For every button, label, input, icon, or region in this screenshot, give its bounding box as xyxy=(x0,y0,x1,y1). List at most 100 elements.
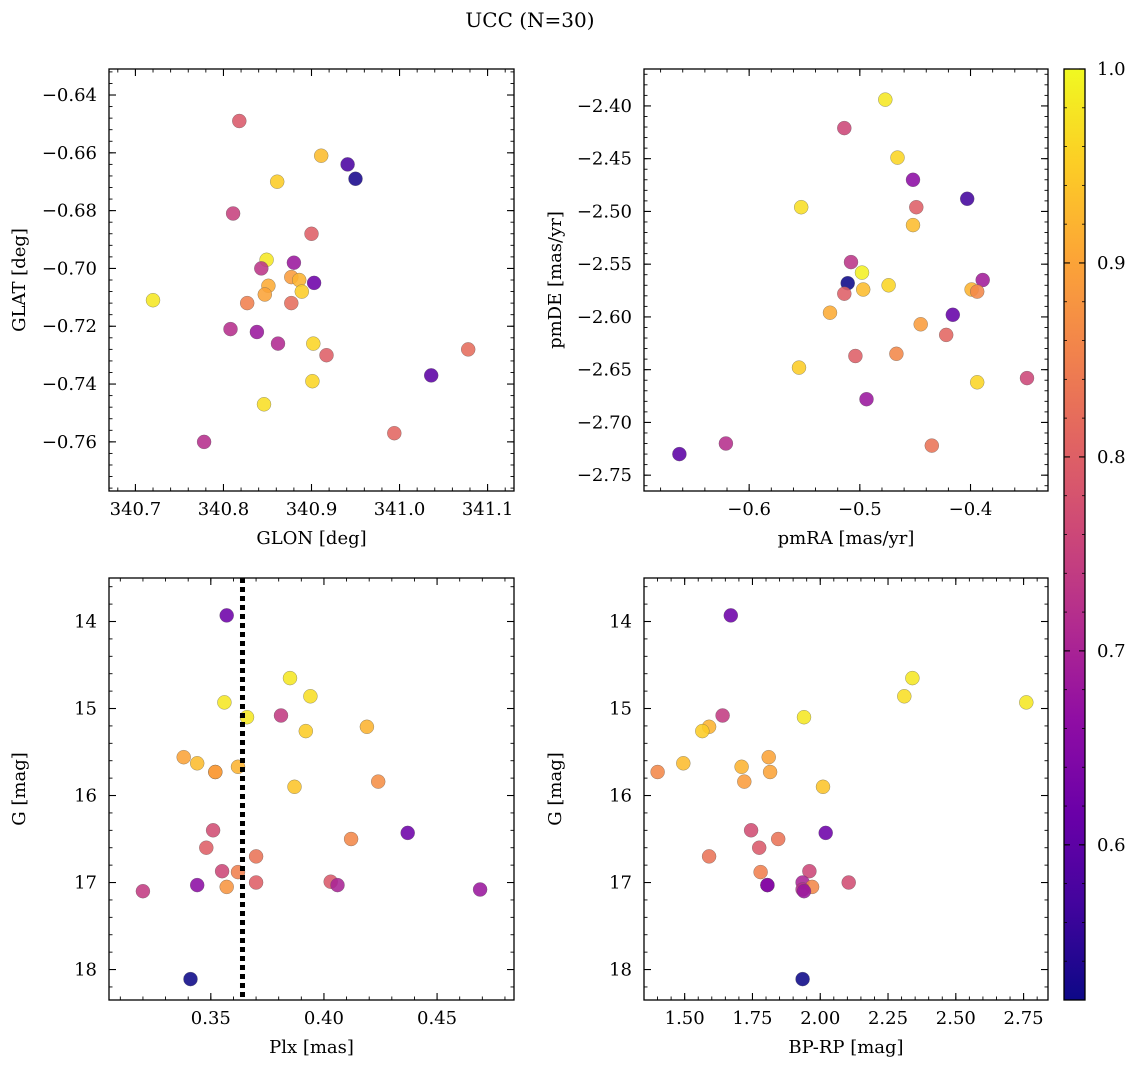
data-point xyxy=(751,840,767,855)
data-point xyxy=(715,708,730,723)
y-tick-label: 14 xyxy=(609,612,632,633)
x-tick-label: 2.00 xyxy=(800,1008,840,1029)
y-tick-label: −0.64 xyxy=(42,85,97,106)
data-point xyxy=(676,756,691,771)
y-tick-label: −0.70 xyxy=(42,258,97,279)
y-tick-label: −2.75 xyxy=(577,465,632,486)
figure-title: UCC (N=30) xyxy=(465,8,594,32)
data-point xyxy=(400,825,415,841)
x-axis-label: pmRA [mas/yr] xyxy=(778,528,915,549)
data-point xyxy=(135,883,151,899)
data-point xyxy=(287,779,302,795)
parallax-panel: 0.35 0.40 0.45 14 15 16 17 18 Plx [mas] G [mag] xyxy=(9,577,515,1058)
colorbar: 1.0 0.9 0.8 0.7 0.6 xyxy=(1063,59,1126,1001)
data-point xyxy=(269,174,285,189)
axes-frame xyxy=(643,577,1049,1001)
y-tick-label: −0.76 xyxy=(42,432,97,453)
x-tick-label: −0.4 xyxy=(949,499,993,520)
x-axis-label: Plx [mas] xyxy=(269,1037,354,1058)
x-tick-label: 0.45 xyxy=(417,1008,457,1029)
data-point xyxy=(905,217,921,233)
colorbar-tick-label: 1.0 xyxy=(1097,59,1126,80)
data-point xyxy=(969,375,985,390)
y-tick-label: 18 xyxy=(74,960,97,981)
data-point xyxy=(304,226,319,242)
y-tick-label: −2.70 xyxy=(577,412,632,433)
data-point xyxy=(248,875,264,890)
data-point xyxy=(319,347,334,363)
data-point xyxy=(1019,370,1035,386)
colorbar-tick-label: 0.8 xyxy=(1097,447,1126,468)
x-tick-label: 1.75 xyxy=(732,1008,772,1029)
x-tick-label: 340.8 xyxy=(198,499,250,520)
data-point xyxy=(905,670,920,686)
data-point xyxy=(294,284,310,299)
data-point xyxy=(843,254,859,270)
data-point xyxy=(791,360,807,375)
y-tick-label: −2.60 xyxy=(577,307,632,328)
data-point xyxy=(387,425,402,441)
data-point xyxy=(305,373,320,389)
data-point xyxy=(701,849,717,864)
data-point xyxy=(695,723,710,739)
data-point xyxy=(423,368,439,383)
data-point xyxy=(938,327,954,343)
data-point xyxy=(273,708,289,723)
data-point xyxy=(854,265,870,280)
x-tick-label: −0.6 xyxy=(727,499,771,520)
y-tick-label: −0.68 xyxy=(42,201,97,222)
data-point xyxy=(878,92,893,107)
colorbar-tick-label: 0.9 xyxy=(1097,253,1126,274)
data-point xyxy=(286,255,302,270)
data-point xyxy=(306,275,322,291)
y-tick-label: −2.65 xyxy=(577,360,632,381)
y-tick-label: 17 xyxy=(609,873,632,894)
data-point xyxy=(343,831,359,847)
data-point xyxy=(313,148,329,163)
data-point xyxy=(370,774,386,789)
data-point xyxy=(848,348,863,364)
data-point xyxy=(472,882,488,897)
data-point xyxy=(890,150,905,165)
y-tick-label: −2.50 xyxy=(577,201,632,222)
data-point xyxy=(969,284,985,299)
data-point xyxy=(1019,695,1034,710)
data-point xyxy=(818,825,833,841)
data-point xyxy=(723,608,739,623)
y-axis-label: pmDE [mas/yr] xyxy=(545,211,566,349)
data-point xyxy=(219,879,234,895)
data-point xyxy=(822,305,838,320)
data-point xyxy=(924,438,940,453)
y-tick-label: 14 xyxy=(74,612,97,633)
data-point xyxy=(796,709,812,725)
y-tick-label: 15 xyxy=(609,699,632,720)
data-point xyxy=(837,286,852,301)
data-point xyxy=(793,199,809,215)
y-tick-label: 16 xyxy=(609,786,632,807)
data-point xyxy=(460,342,476,357)
x-tick-label: 2.75 xyxy=(1004,1008,1044,1029)
y-tick-label: 15 xyxy=(74,699,97,720)
data-point xyxy=(905,172,921,188)
data-point xyxy=(672,446,687,462)
data-point xyxy=(208,764,223,780)
y-tick-label: −0.74 xyxy=(42,374,97,395)
data-point xyxy=(761,749,776,765)
data-point xyxy=(718,436,734,451)
data-point xyxy=(897,689,912,704)
data-point xyxy=(881,278,896,293)
y-axis-label: GLAT [deg] xyxy=(9,228,30,332)
data-point xyxy=(254,261,269,276)
y-tick-label: −0.72 xyxy=(42,316,97,337)
data-point xyxy=(214,863,230,879)
y-tick-label: 17 xyxy=(74,873,97,894)
scatter-points xyxy=(145,113,476,450)
data-point xyxy=(889,346,904,362)
axes-frame xyxy=(108,577,515,1001)
colorbar-tick-label: 0.7 xyxy=(1097,641,1126,662)
data-point xyxy=(796,883,812,899)
data-point xyxy=(205,823,221,838)
colorbar-tick-label: 0.6 xyxy=(1097,835,1126,856)
data-point xyxy=(743,823,759,838)
data-point xyxy=(753,864,768,880)
